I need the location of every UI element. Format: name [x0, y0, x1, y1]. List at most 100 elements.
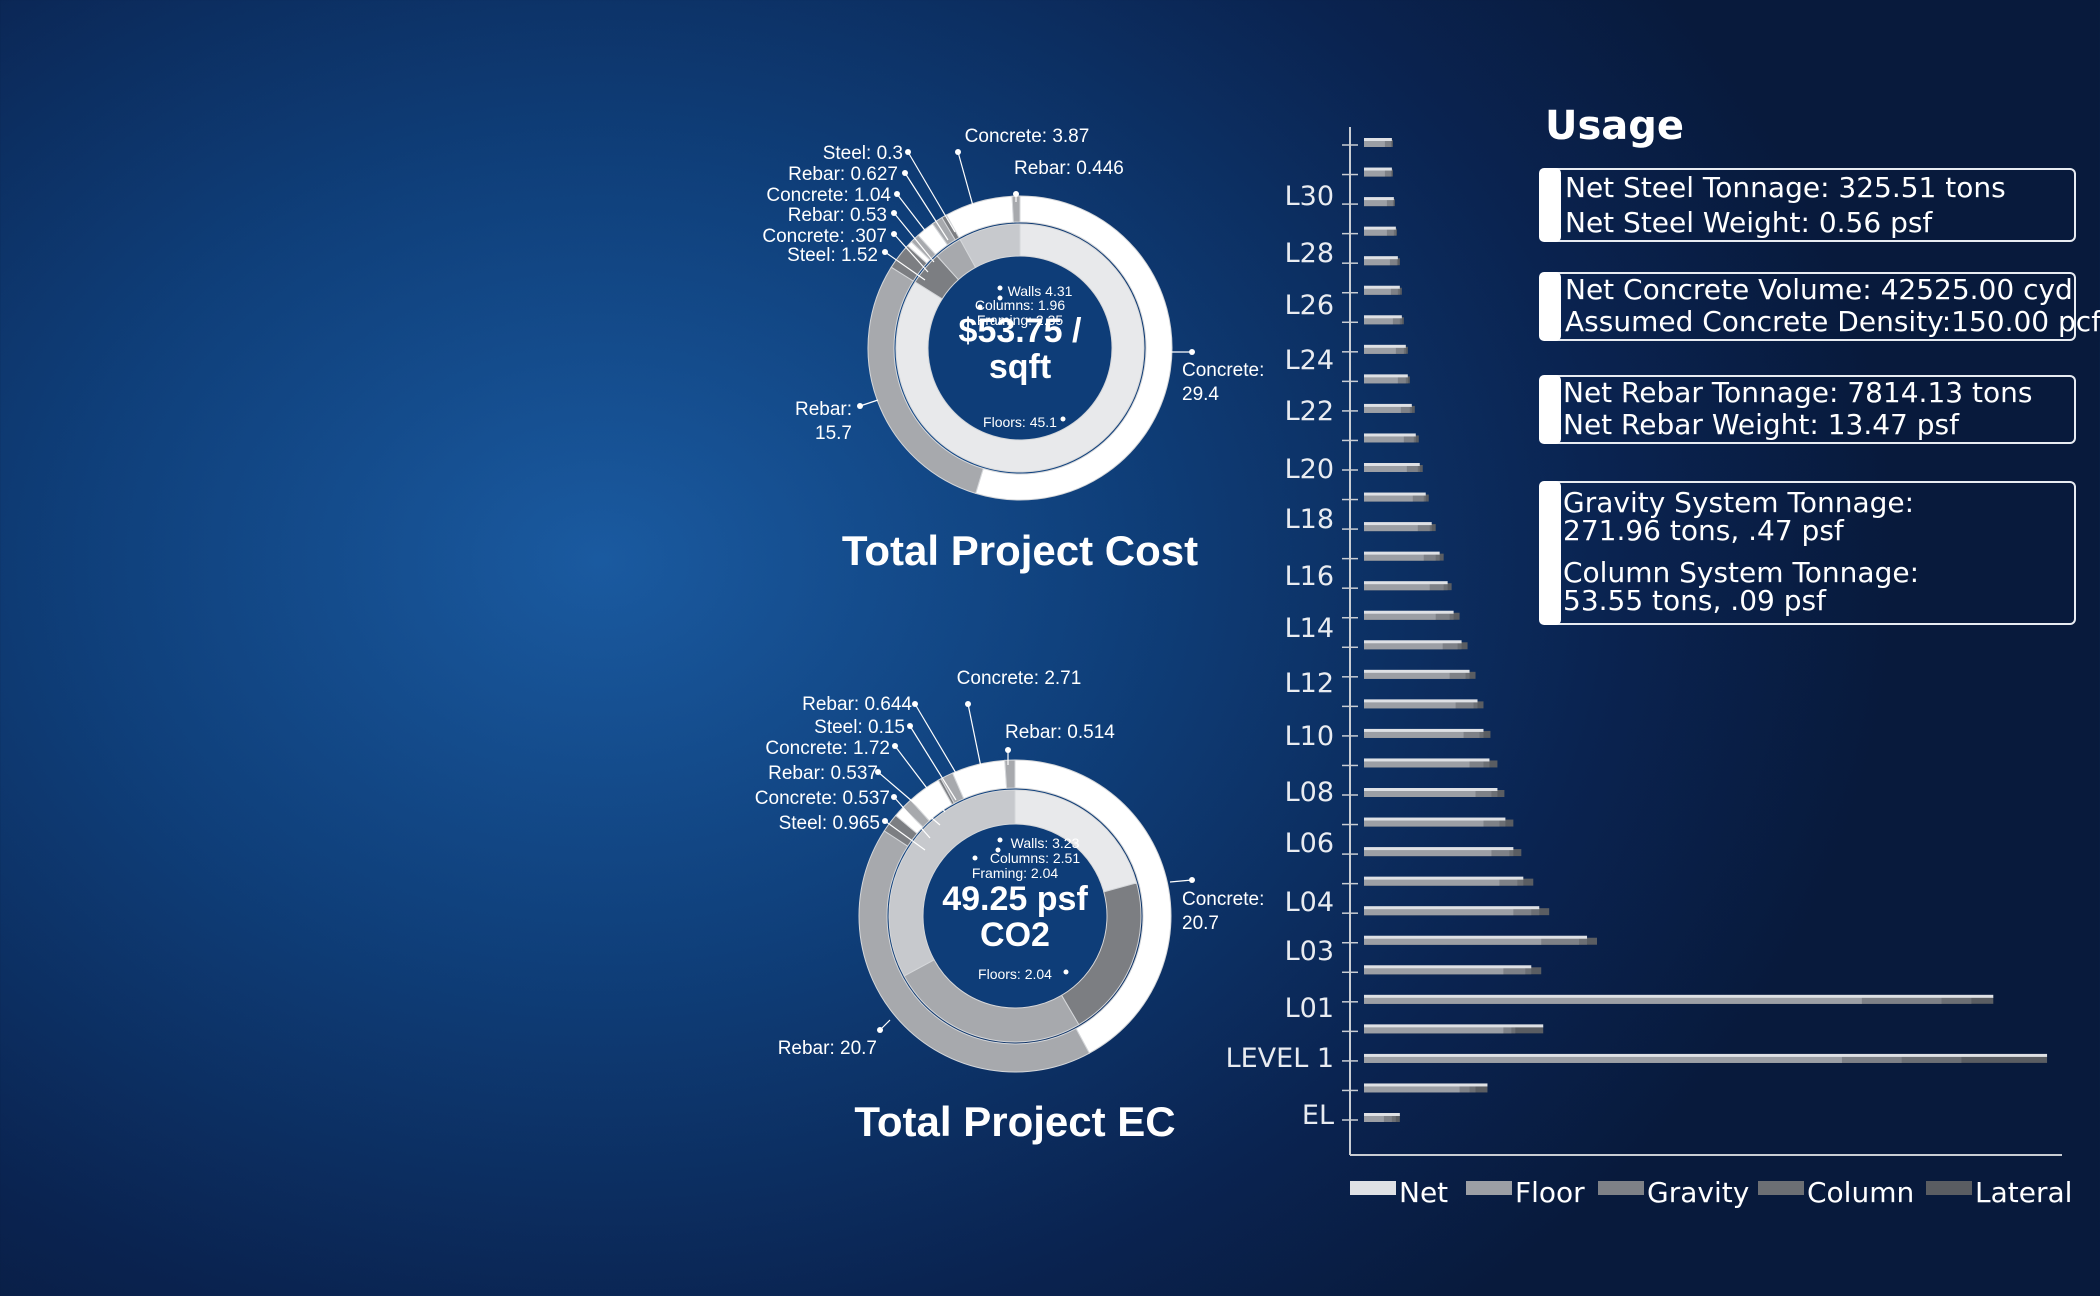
donut-title: Total Project EC [854, 1098, 1175, 1145]
bar-floor [1364, 435, 1404, 443]
level-tick-label: L01 [1285, 993, 1334, 1024]
leader-line [894, 745, 946, 813]
outer-label: Concrete: 0.537 [755, 788, 890, 809]
level-tick-label: L30 [1285, 181, 1334, 212]
outer-label: Concrete: [1182, 889, 1264, 910]
level-tick-label: L14 [1285, 613, 1334, 644]
bar-floor [1364, 1085, 1460, 1093]
leader-line [909, 725, 957, 801]
inner-slice-floors [895, 223, 1145, 473]
outer-slice-concrete [975, 195, 1173, 501]
legend-swatch [1598, 1181, 1644, 1195]
label-dot [875, 769, 881, 775]
bar-net [1364, 374, 1408, 378]
level-tick-label: L06 [1285, 828, 1334, 859]
inner-slice-walls [959, 223, 1021, 269]
bar-net [1364, 492, 1426, 496]
legend-swatch [1926, 1181, 1972, 1195]
bar-floor [1364, 671, 1450, 679]
inner-label: Walls: 3.23 [1011, 835, 1080, 851]
bar-floor [1364, 790, 1476, 797]
rebar-card: Net Rebar Tonnage: 7814.13 tons Net Reba… [1539, 375, 2076, 444]
outer-label: Rebar: 0.537 [768, 763, 878, 784]
outer-label: Concrete: .307 [762, 226, 887, 247]
bar-floor [1364, 169, 1385, 177]
bar-net [1364, 551, 1440, 555]
bar-floor [1364, 760, 1470, 768]
bar-floor [1364, 258, 1390, 266]
label-dot [857, 403, 863, 409]
legend-swatch [1758, 1181, 1804, 1195]
label-dot [997, 285, 1003, 291]
bar-net [1364, 1053, 2048, 1057]
bar-net [1364, 315, 1402, 319]
bar-floor [1364, 967, 1504, 975]
bar-floor [1364, 849, 1492, 857]
label-dot [977, 304, 983, 310]
outer-label: 20.7 [1182, 913, 1219, 934]
level-tick-label: L08 [1285, 777, 1334, 808]
bar-net [1364, 847, 1514, 851]
leader-line [914, 703, 967, 791]
bar-net [1364, 1113, 1400, 1116]
card-line: Gravity System Tonnage: [1563, 486, 1915, 519]
leader-line [893, 212, 935, 263]
bar-net [1364, 906, 1540, 910]
inner-label: Floors: 45.1 [983, 414, 1057, 430]
label-dot [1189, 877, 1195, 883]
bar-floor [1364, 465, 1407, 472]
bar-net [1364, 285, 1400, 289]
bar-net [1364, 433, 1416, 437]
level-tick-label: L03 [1285, 936, 1334, 967]
bar-floor [1364, 1026, 1504, 1034]
level-tick-label: EL [1302, 1100, 1334, 1131]
bar-floor [1364, 701, 1456, 709]
bar-net [1364, 669, 1470, 673]
outer-label: Steel: 0.965 [779, 813, 880, 834]
usage-title: Usage [1545, 103, 1685, 149]
bar-floor [1364, 376, 1398, 384]
bar-floor [1364, 583, 1430, 591]
outer-label: Steel: 1.52 [787, 245, 878, 266]
bar-floor [1364, 140, 1385, 147]
bar-floor [1364, 287, 1391, 295]
center-value: 49.25 psf [942, 880, 1088, 918]
bar-net [1364, 138, 1392, 141]
inner-label: Columns: 1.96 [975, 297, 1065, 313]
cost-donut-chart: $53.75 /sqft Floors: 45.1 Framing: 2.35Col… [762, 126, 1264, 574]
outer-label: Rebar: 0.446 [1014, 158, 1124, 179]
bar-floor [1364, 642, 1443, 650]
label-dot [1060, 416, 1066, 422]
outer-label: Concrete: [1182, 360, 1264, 381]
bar-floor [1364, 819, 1484, 827]
bar-net [1364, 197, 1394, 201]
outer-label: 29.4 [1182, 384, 1219, 405]
system-card: Gravity System Tonnage: 271.96 tons, .47… [1539, 481, 2076, 625]
card-line: 53.55 tons, .09 psf [1563, 584, 1826, 617]
level-tick-label: L18 [1285, 504, 1334, 535]
bar-net [1364, 699, 1478, 703]
label-dot [892, 743, 898, 749]
outer-label: Concrete: 1.04 [766, 185, 891, 206]
legend-swatch [1466, 1181, 1512, 1195]
card-line: Assumed Concrete Density:150.00 pcf [1565, 305, 2100, 338]
bar-floor [1364, 730, 1464, 738]
label-dot [955, 149, 961, 155]
outer-label: Rebar: 0.514 [1005, 722, 1115, 743]
outer-label: Rebar: [795, 399, 852, 420]
card-accent [1539, 375, 1561, 444]
leader-line [967, 703, 983, 773]
legend-label: Net [1399, 1176, 1448, 1209]
label-dot [882, 818, 888, 824]
label-dot [1063, 969, 1069, 975]
outer-label: Steel: 0.3 [823, 143, 903, 164]
inner-label: Floors: 2.04 [978, 966, 1052, 982]
bar-floor [1364, 317, 1393, 325]
label-dot [997, 837, 1003, 843]
label-dot [1013, 191, 1019, 197]
outer-label: Concrete: 2.71 [957, 668, 1082, 689]
bar-net [1364, 965, 1532, 969]
bar-net [1364, 817, 1506, 821]
bar-net [1364, 226, 1396, 230]
bar-net [1364, 876, 1524, 880]
